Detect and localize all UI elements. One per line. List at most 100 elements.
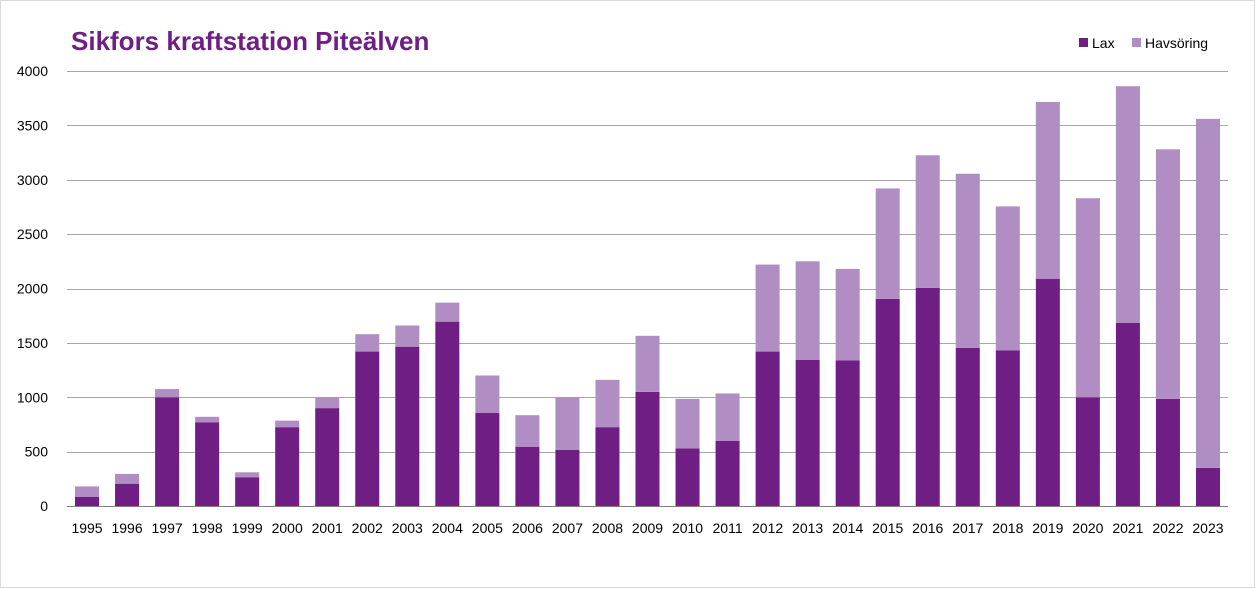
bar-havsoring-2018 [995, 206, 1020, 351]
bar-lax-2019 [1035, 278, 1060, 506]
bar-lax-2018 [995, 350, 1020, 506]
bar-havsoring-2007 [555, 397, 580, 450]
x-tick-label: 2020 [1072, 520, 1103, 536]
x-tick-label: 2004 [432, 520, 463, 536]
x-tick-label: 2007 [552, 520, 583, 536]
x-tick-label: 2002 [352, 520, 383, 536]
x-tick-label: 2015 [872, 520, 903, 536]
x-tick-label: 1995 [71, 520, 102, 536]
bar-havsoring-2015 [875, 188, 900, 299]
bar-havsoring-2009 [635, 335, 660, 392]
bar-havsoring-1995 [75, 486, 100, 497]
bar-lax-2020 [1075, 397, 1100, 506]
bar-havsoring-2003 [395, 325, 420, 347]
bar-lax-2022 [1155, 398, 1180, 506]
bar-lax-2008 [595, 427, 620, 506]
bar-havsoring-2000 [275, 420, 300, 428]
y-tick-label: 3500 [17, 117, 48, 133]
bar-lax-2023 [1195, 467, 1220, 506]
x-tick-label: 2014 [832, 520, 863, 536]
x-tick-label: 2012 [752, 520, 783, 536]
bar-havsoring-2005 [475, 375, 500, 414]
bar-havsoring-2012 [755, 264, 780, 352]
y-tick-label: 1500 [17, 335, 48, 351]
bar-havsoring-2014 [835, 268, 860, 361]
legend-swatch-lax [1079, 38, 1088, 47]
bar-lax-1996 [115, 483, 140, 506]
bar-havsoring-2017 [955, 173, 980, 348]
x-tick-label: 2011 [713, 520, 743, 536]
y-tick-label: 2000 [17, 281, 48, 297]
bar-lax-2013 [795, 359, 820, 506]
x-tick-label: 1997 [152, 520, 183, 536]
bar-lax-1999 [235, 477, 260, 506]
bar-lax-2004 [435, 321, 460, 506]
x-tick-label: 1998 [192, 520, 223, 536]
bar-havsoring-2022 [1155, 149, 1180, 399]
bar-havsoring-2006 [515, 415, 540, 447]
bar-havsoring-2010 [675, 398, 700, 449]
x-tick-label: 2005 [472, 520, 503, 536]
bar-havsoring-1998 [195, 416, 220, 423]
bar-lax-2015 [875, 298, 900, 506]
bar-lax-2006 [515, 446, 540, 506]
bar-havsoring-2016 [915, 155, 940, 288]
y-tick-label: 500 [25, 444, 49, 460]
bar-lax-2011 [715, 440, 740, 506]
bar-havsoring-2002 [355, 334, 380, 352]
bar-lax-2003 [395, 346, 420, 506]
x-tick-label: 1999 [232, 520, 263, 536]
x-tick-label: 2006 [512, 520, 543, 536]
x-tick-label: 2019 [1032, 520, 1063, 536]
y-axis: 0 500 1000 1500 2000 2500 3000 3500 4000 [17, 63, 48, 514]
y-tick-label: 1000 [17, 389, 48, 405]
bars [75, 86, 1220, 506]
y-tick-label: 3000 [17, 172, 48, 188]
bar-havsoring-2013 [795, 261, 820, 360]
x-tick-label: 2008 [592, 520, 623, 536]
x-tick-label: 2001 [312, 520, 343, 536]
x-tick-label: 2000 [272, 520, 303, 536]
legend-label-lax: Lax [1092, 35, 1115, 51]
y-tick-label: 2500 [17, 226, 48, 242]
x-axis: 1995 1996 1997 1998 1999 2000 2001 2002 2003 2004… [71, 520, 1223, 536]
bar-havsoring-2011 [715, 393, 740, 441]
bar-havsoring-1999 [235, 472, 260, 478]
bar-lax-1995 [75, 496, 100, 506]
legend: Lax Havsöring [1079, 35, 1208, 51]
chart-title: Sikfors kraftstation Piteälven [71, 26, 429, 56]
bar-lax-2009 [635, 391, 660, 506]
x-tick-label: 2017 [952, 520, 983, 536]
bar-lax-2000 [275, 427, 300, 506]
bar-lax-1997 [155, 397, 180, 506]
bar-havsoring-2008 [595, 379, 620, 428]
bar-havsoring-2004 [435, 302, 460, 322]
bar-lax-1998 [195, 422, 220, 506]
bar-havsoring-2020 [1075, 198, 1100, 398]
y-tick-label: 0 [40, 498, 48, 514]
bar-havsoring-2021 [1115, 86, 1140, 323]
bar-havsoring-1997 [155, 389, 180, 398]
legend-swatch-havsoring [1132, 38, 1141, 47]
y-tick-label: 4000 [17, 63, 48, 79]
grid-lines [67, 71, 1228, 507]
x-tick-label: 2022 [1152, 520, 1183, 536]
bar-lax-2012 [755, 351, 780, 506]
x-tick-label: 2023 [1192, 520, 1223, 536]
bar-havsoring-2023 [1195, 118, 1220, 468]
bar-havsoring-2019 [1035, 101, 1060, 279]
x-tick-label: 2021 [1112, 520, 1143, 536]
bar-lax-2002 [355, 351, 380, 506]
legend-label-havsoring: Havsöring [1145, 35, 1208, 51]
bar-havsoring-1996 [115, 473, 140, 484]
bar-lax-2007 [555, 449, 580, 506]
bar-lax-2016 [915, 287, 940, 506]
x-tick-label: 2003 [392, 520, 423, 536]
bar-lax-2017 [955, 347, 980, 506]
x-tick-label: 2018 [992, 520, 1023, 536]
x-tick-label: 2016 [912, 520, 943, 536]
x-tick-label: 2010 [672, 520, 703, 536]
x-tick-label: 1996 [111, 520, 142, 536]
